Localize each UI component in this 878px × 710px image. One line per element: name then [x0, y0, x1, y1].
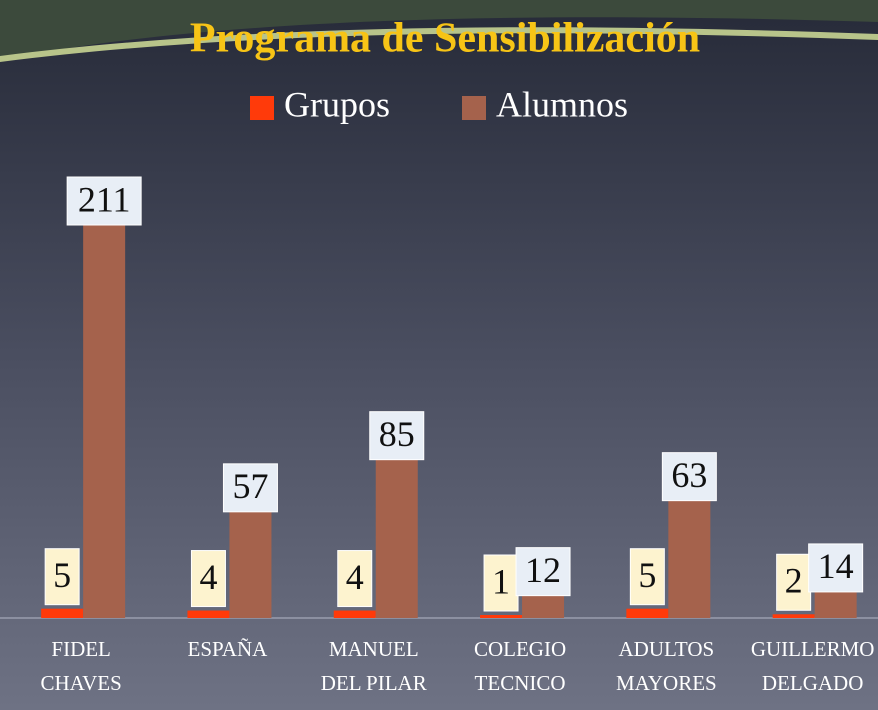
x-tick-label: FIDEL CHAVES — [40, 637, 122, 695]
x-tick-label: GUILLERMO DELGADO — [750, 637, 875, 695]
x-tick-label: MANUEL DEL PILAR — [320, 637, 427, 695]
bar — [83, 225, 126, 618]
x-tick-label: COLEGIO TECNICO — [473, 637, 567, 695]
bar — [626, 608, 669, 618]
bar — [814, 591, 857, 618]
data-label-box — [190, 550, 226, 608]
decor — [0, 0, 878, 60]
legend-swatch — [250, 96, 274, 120]
decor — [0, 27, 878, 63]
data-label: 4 — [346, 557, 364, 597]
data-label-box — [629, 548, 665, 606]
bar — [333, 610, 376, 618]
bar — [41, 608, 84, 618]
legend-label: Grupos — [284, 84, 390, 124]
data-label-box — [776, 553, 812, 611]
x-tick-label: ADULTOS MAYORES — [615, 637, 717, 695]
data-label-box — [66, 176, 142, 226]
chart-title: Programa de Sensibilización — [190, 16, 700, 62]
data-label: 85 — [379, 414, 415, 454]
data-label-box — [369, 411, 425, 461]
data-label: 211 — [78, 179, 131, 219]
legend-label: Alumnos — [496, 84, 628, 124]
data-label-box — [808, 543, 864, 593]
bar — [668, 500, 711, 618]
bar — [480, 615, 523, 618]
bar — [522, 595, 565, 618]
data-label: 12 — [525, 550, 561, 590]
data-label: 4 — [199, 557, 217, 597]
data-label-box — [44, 548, 80, 606]
data-label: 57 — [232, 466, 268, 506]
data-label: 5 — [638, 555, 656, 595]
data-label: 2 — [785, 561, 803, 601]
data-label: 1 — [492, 561, 510, 601]
bar — [187, 610, 230, 618]
data-label: 14 — [818, 546, 854, 586]
bar — [375, 459, 418, 618]
data-label: 5 — [53, 555, 71, 595]
data-label-box — [515, 547, 571, 597]
bar — [772, 614, 815, 618]
data-label-box — [483, 554, 519, 612]
data-label-box — [661, 452, 717, 502]
data-label-box — [337, 550, 373, 608]
data-label-box — [222, 463, 278, 513]
bar — [229, 511, 272, 618]
legend-swatch — [462, 96, 486, 120]
x-tick-label: ESPAÑA — [187, 637, 268, 661]
data-label: 63 — [671, 455, 707, 495]
